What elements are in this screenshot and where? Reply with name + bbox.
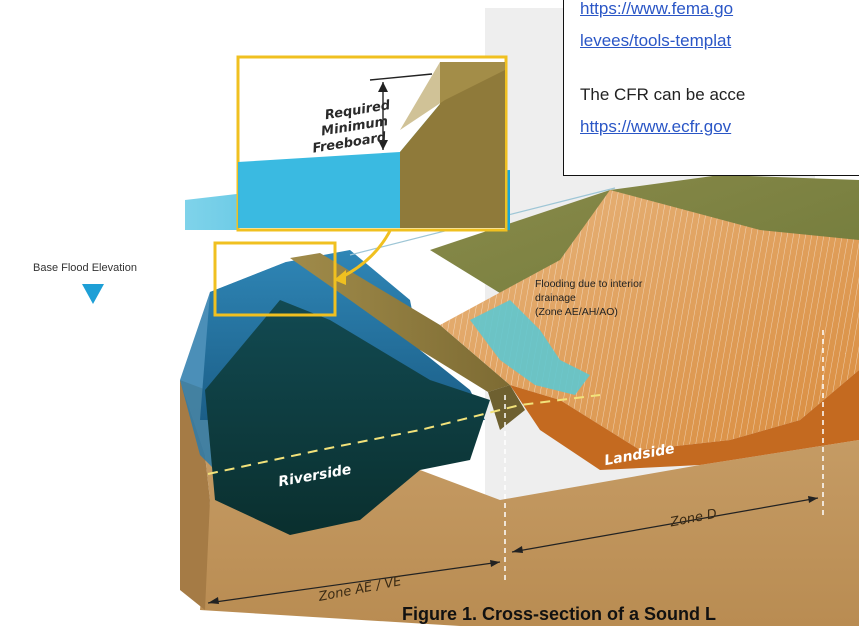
flooding-label-line2: drainage — [535, 292, 576, 304]
callout-source-box — [213, 241, 337, 317]
figure-caption: Figure 1. Cross-section of a Sound L — [402, 604, 717, 624]
fema-link-continued[interactable]: levees/tools-templat — [580, 31, 732, 50]
inset-levee — [400, 62, 505, 228]
ecfr-link[interactable]: https://www.ecfr.gov — [580, 117, 732, 136]
landside-pit — [510, 370, 859, 470]
bfe-marker-icon — [82, 284, 104, 304]
freeboard-inset — [185, 55, 510, 232]
interior-pond — [470, 300, 590, 395]
cfr-note-text: The CFR can be acce — [580, 85, 746, 104]
levee-crown — [290, 253, 510, 392]
reference-note-box: https://www.fema.go levees/tools-templat… — [563, 0, 859, 176]
fema-link[interactable]: https://www.fema.go — [580, 0, 734, 18]
river-body — [205, 300, 490, 535]
soil-left-face — [180, 380, 210, 610]
zone-ae-arrow — [207, 561, 501, 604]
levee-slope — [488, 385, 525, 430]
base-flood-elevation-label: Base Flood Elevation — [33, 262, 137, 274]
groundwater-line — [207, 394, 601, 475]
zone-d-arrow — [511, 497, 819, 553]
soil-front — [180, 380, 859, 626]
flooding-label-line3: (Zone AE/AH/AO) — [535, 306, 618, 318]
flooding-label-line1: Flooding due to interior — [535, 278, 643, 290]
